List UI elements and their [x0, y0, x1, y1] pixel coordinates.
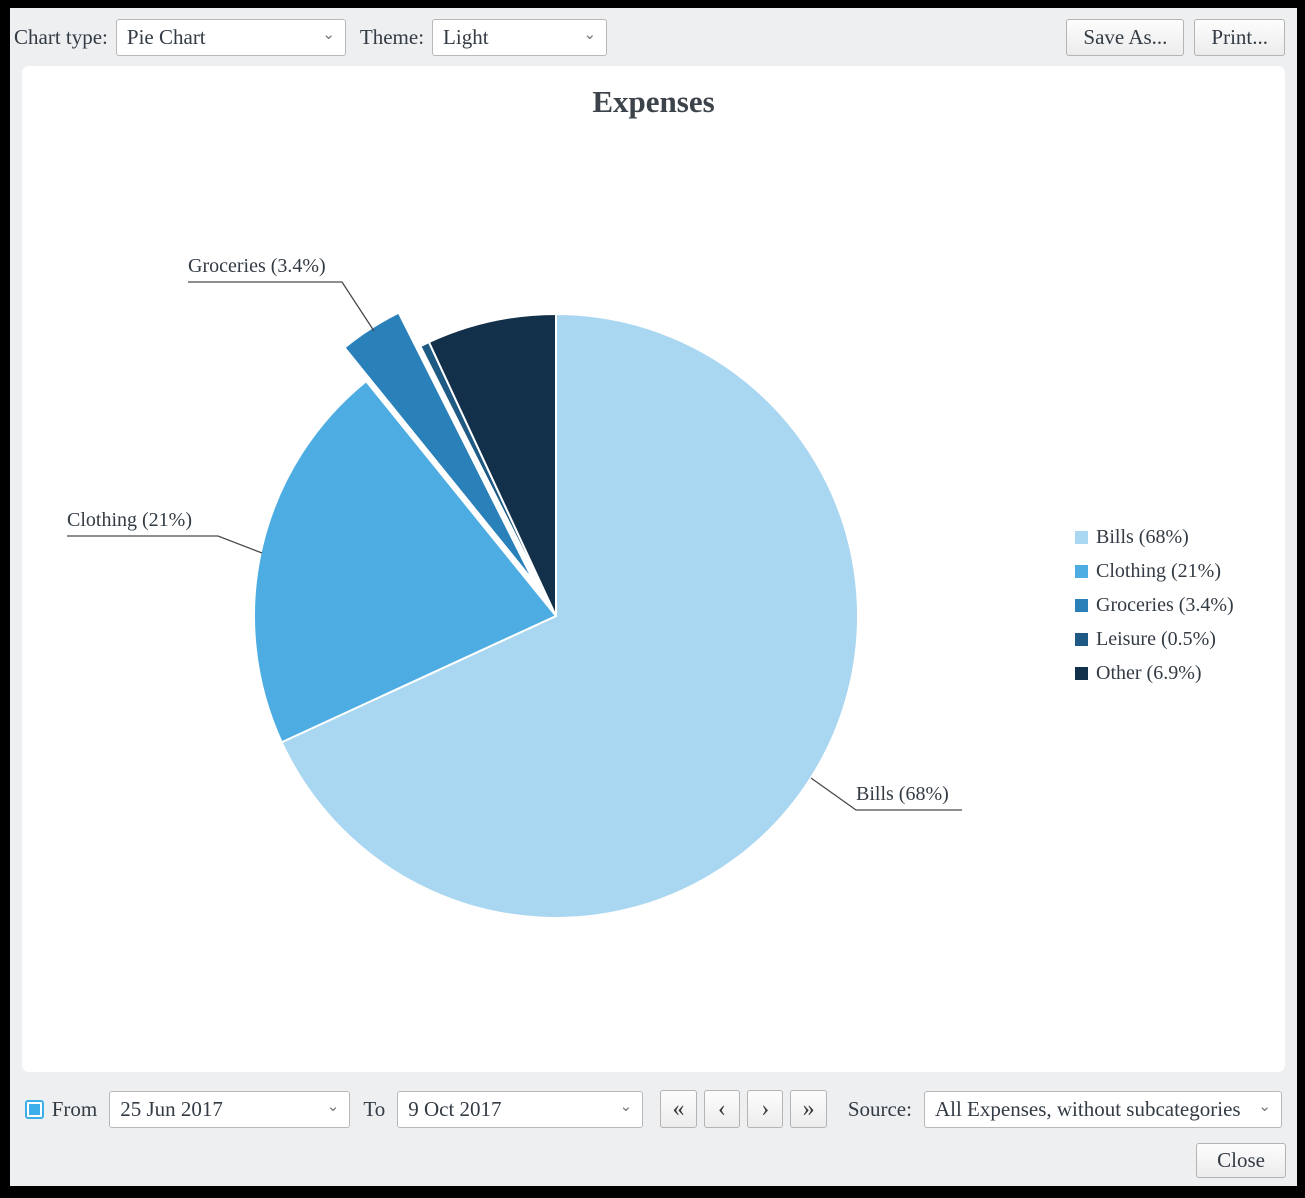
theme-value: Light — [443, 24, 489, 49]
dialog-button-row: Close — [10, 1143, 1297, 1178]
legend-label: Groceries (3.4%) — [1096, 594, 1234, 616]
groceries-callout-line — [188, 281, 375, 332]
chart-legend: Bills (68%) Clothing (21%) Groceries (3.… — [1075, 526, 1234, 697]
source-select[interactable]: All Expenses, without subcategories ⌄ — [923, 1090, 1282, 1128]
date-range-bar: From 25 Jun 2017 ⌄ To 9 Oct 2017 ⌄ « ‹ ›… — [10, 1090, 1297, 1128]
next-page-button[interactable]: › — [747, 1090, 784, 1128]
report-chart-window: Chart type: Pie Chart ⌄ Theme: Light ⌄ S… — [10, 8, 1297, 1186]
print-button[interactable]: Print... — [1194, 18, 1285, 56]
legend-item-groceries: Groceries (3.4%) — [1075, 594, 1234, 616]
chart-type-label: Chart type: — [14, 24, 108, 49]
close-button[interactable]: Close — [1196, 1143, 1286, 1178]
pie-slice-other — [427, 313, 557, 617]
chevron-down-icon: ⌄ — [583, 26, 597, 43]
bills-slice-label: Bills (68%) — [856, 783, 949, 805]
groceries-swatch-icon — [1075, 599, 1088, 612]
source-value: All Expenses, without subcategories — [934, 1096, 1241, 1121]
bills-swatch-icon — [1075, 531, 1088, 544]
from-label: From — [51, 1096, 98, 1121]
legend-label: Other (6.9%) — [1096, 662, 1202, 684]
pie-chart-svg — [67, 281, 962, 919]
legend-item-other: Other (6.9%) — [1075, 662, 1234, 684]
pie-slices — [253, 311, 859, 919]
clothing-swatch-icon — [1075, 565, 1088, 578]
theme-select[interactable]: Light ⌄ — [432, 18, 608, 56]
chart-area: Expenses Groceries (3.4%) Clothing (21%)… — [22, 66, 1285, 1072]
pie-slice-bills — [280, 313, 859, 919]
from-date-value: 25 Jun 2017 — [120, 1096, 223, 1121]
chevron-down-icon: ⌄ — [326, 1098, 340, 1115]
theme-label: Theme: — [359, 24, 425, 49]
legend-item-bills: Bills (68%) — [1075, 526, 1234, 548]
other-swatch-icon — [1075, 667, 1088, 680]
pie-slice-groceries — [343, 311, 536, 584]
checkbox-checked-icon — [28, 1103, 40, 1115]
chevron-down-icon: ⌄ — [619, 1098, 633, 1115]
bills-callout-line — [810, 777, 962, 811]
clothing-slice-label: Clothing (21%) — [67, 509, 192, 531]
groceries-slice-label: Groceries (3.4%) — [188, 255, 326, 277]
chart-title: Expenses — [592, 84, 715, 119]
chart-type-select[interactable]: Pie Chart ⌄ — [115, 18, 346, 56]
legend-item-leisure: Leisure (0.5%) — [1075, 628, 1234, 650]
legend-label: Bills (68%) — [1096, 526, 1189, 548]
chevron-down-icon: ⌄ — [322, 26, 335, 43]
from-date-checkbox[interactable] — [25, 1099, 44, 1119]
chart-type-value: Pie Chart — [126, 24, 206, 49]
source-label: Source: — [847, 1096, 912, 1121]
to-label: To — [363, 1096, 386, 1121]
legend-item-clothing: Clothing (21%) — [1075, 560, 1234, 582]
clothing-callout-line — [67, 535, 263, 554]
chevron-down-icon: ⌄ — [1258, 1098, 1271, 1115]
leisure-swatch-icon — [1075, 633, 1088, 646]
previous-page-button[interactable]: ‹ — [703, 1090, 741, 1128]
legend-label: Clothing (21%) — [1096, 560, 1221, 582]
first-page-button[interactable]: « — [660, 1090, 697, 1128]
top-toolbar: Chart type: Pie Chart ⌄ Theme: Light ⌄ S… — [10, 8, 1297, 66]
legend-label: Leisure (0.5%) — [1096, 628, 1216, 650]
last-page-button[interactable]: » — [790, 1090, 827, 1128]
to-date-select[interactable]: 9 Oct 2017 ⌄ — [397, 1090, 644, 1128]
pie-slice-clothing — [253, 380, 557, 744]
from-date-select[interactable]: 25 Jun 2017 ⌄ — [109, 1090, 351, 1128]
to-date-value: 9 Oct 2017 — [408, 1096, 502, 1121]
save-as-button[interactable]: Save As... — [1066, 18, 1185, 56]
